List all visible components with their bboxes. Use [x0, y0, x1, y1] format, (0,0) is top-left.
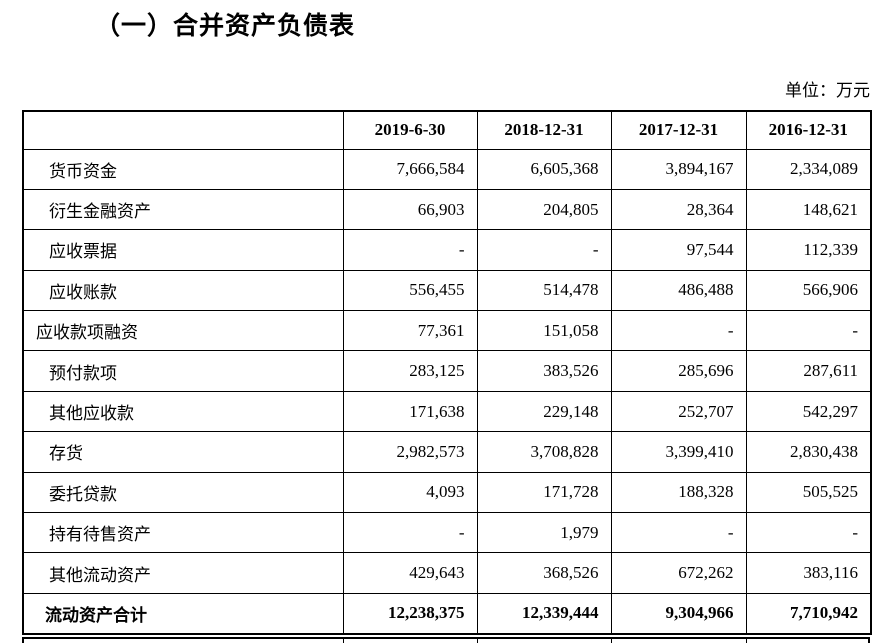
value-cell: 9,304,966 — [610, 592, 747, 635]
value-cell: 368,526 — [476, 552, 612, 594]
column-divider — [342, 639, 344, 643]
column-header-2017-12-31: 2017-12-31 — [610, 110, 747, 150]
row-label: 应收款项融资 — [22, 310, 344, 352]
column-header-2016-12-31: 2016-12-31 — [745, 110, 872, 150]
value-cell: 3,399,410 — [610, 431, 747, 473]
column-header-item — [22, 110, 344, 150]
table-row: 存货 2,982,573 3,708,828 3,399,410 2,830,438 — [22, 431, 872, 473]
value-cell: 383,526 — [476, 350, 612, 392]
value-cell: 171,638 — [342, 390, 478, 433]
value-cell: 112,339 — [745, 229, 872, 271]
table-row: 其他流动资产 429,643 368,526 672,262 383,116 — [22, 552, 872, 594]
table-row: 应收款项融资 77,361 151,058- - — [22, 310, 872, 352]
table-row: 预付款项 283,125 383,526 285,696 287,611 — [22, 350, 872, 392]
column-divider — [745, 639, 747, 643]
value-cell: - — [342, 512, 478, 554]
table-row: 应收账款 556,455 514,478 486,488 566,906 — [22, 269, 872, 312]
value-cell: 566,906 — [745, 269, 872, 312]
row-label: 其他流动资产 — [22, 552, 344, 594]
row-label: 持有待售资产 — [22, 512, 344, 554]
value-cell: 2,830,438 — [745, 431, 872, 473]
row-label: 存货 — [22, 431, 344, 473]
value-cell: 151,058 — [476, 310, 612, 352]
balance-sheet-table: 2019-6-30 2018-12-31 2017-12-31 2016-12-… — [22, 110, 872, 635]
value-cell: 66,903 — [342, 188, 478, 231]
row-label: 流动资产合计 — [22, 592, 344, 635]
value-cell: 514,478 — [476, 269, 612, 312]
row-label: 货币资金 — [22, 148, 344, 190]
value-cell: 1,979 — [476, 512, 612, 554]
value-cell: 171,728 — [476, 471, 612, 514]
value-cell: 2,334,089 — [745, 148, 872, 190]
row-label: 应收票据 — [22, 229, 344, 271]
value-cell: 287,611 — [745, 350, 872, 392]
value-cell: 285,696 — [610, 350, 747, 392]
row-label: 应收账款 — [22, 269, 344, 312]
table-next-row-clipped — [22, 637, 870, 643]
row-label: 衍生金融资产 — [22, 188, 344, 231]
value-cell: - — [476, 229, 612, 271]
value-cell: 672,262 — [610, 552, 747, 594]
value-cell: - — [745, 310, 872, 352]
value-cell: 3,894,167 — [610, 148, 747, 190]
header-row: 2019-6-30 2018-12-31 2017-12-31 2016-12-… — [22, 110, 872, 150]
column-divider — [476, 639, 478, 643]
table-header: 2019-6-30 2018-12-31 2017-12-31 2016-12-… — [22, 110, 872, 150]
value-cell: 229,148 — [476, 390, 612, 433]
row-label: 预付款项 — [22, 350, 344, 392]
value-cell: 486,488 — [610, 269, 747, 312]
table-row: 其他应收款 171,638 229,148 252,707 542,297 — [22, 390, 872, 433]
value-cell: 204,805 — [476, 188, 612, 231]
value-cell: 28,364 — [610, 188, 747, 231]
value-cell: 97,544 — [610, 229, 747, 271]
column-header-2019-6-30: 2019-6-30 — [342, 110, 478, 150]
value-cell: 505,525 — [745, 471, 872, 514]
row-label: 委托贷款 — [22, 471, 344, 514]
value-cell: - — [745, 512, 872, 554]
table-row: 应收票据 - -97,544 112,339 — [22, 229, 872, 271]
value-cell: 6,605,368 — [476, 148, 612, 190]
value-cell: 148,621 — [745, 188, 872, 231]
value-cell: 2,982,573 — [342, 431, 478, 473]
value-cell: 3,708,828 — [476, 431, 612, 473]
value-cell: 7,666,584 — [342, 148, 478, 190]
section-title: （一）合并资产负债表 — [95, 13, 356, 40]
table-row: 货币资金 7,666,584 6,605,368 3,894,167 2,334,089 — [22, 148, 872, 190]
table-row: 持有待售资产 -1,979- - — [22, 512, 872, 554]
row-label: 其他应收款 — [22, 390, 344, 433]
value-cell: 4,093 — [342, 471, 478, 514]
table-row: 衍生金融资产 66,903 204,805 28,364 148,621 — [22, 188, 872, 231]
value-cell: - — [610, 512, 747, 554]
column-header-2018-12-31: 2018-12-31 — [476, 110, 612, 150]
balance-sheet-body: 货币资金 7,666,584 6,605,368 3,894,167 2,334,089… — [22, 148, 872, 635]
unit-label: 单位：万元 — [785, 81, 870, 100]
table-row: 委托贷款 4,093 171,728 188,328 505,525 — [22, 471, 872, 514]
value-cell: 283,125 — [342, 350, 478, 392]
value-cell: 542,297 — [745, 390, 872, 433]
value-cell: 12,339,444 — [476, 592, 612, 635]
value-cell: 188,328 — [610, 471, 747, 514]
value-cell: 77,361 — [342, 310, 478, 352]
value-cell: 429,643 — [342, 552, 478, 594]
table-row: 流动资产合计 12,238,375 12,339,444 9,304,966 7,710… — [22, 592, 872, 635]
value-cell: - — [342, 229, 478, 271]
value-cell: 12,238,375 — [342, 592, 478, 635]
value-cell: - — [610, 310, 747, 352]
value-cell: 383,116 — [745, 552, 872, 594]
value-cell: 7,710,942 — [745, 592, 872, 635]
value-cell: 252,707 — [610, 390, 747, 433]
value-cell: 556,455 — [342, 269, 478, 312]
column-divider — [610, 639, 612, 643]
